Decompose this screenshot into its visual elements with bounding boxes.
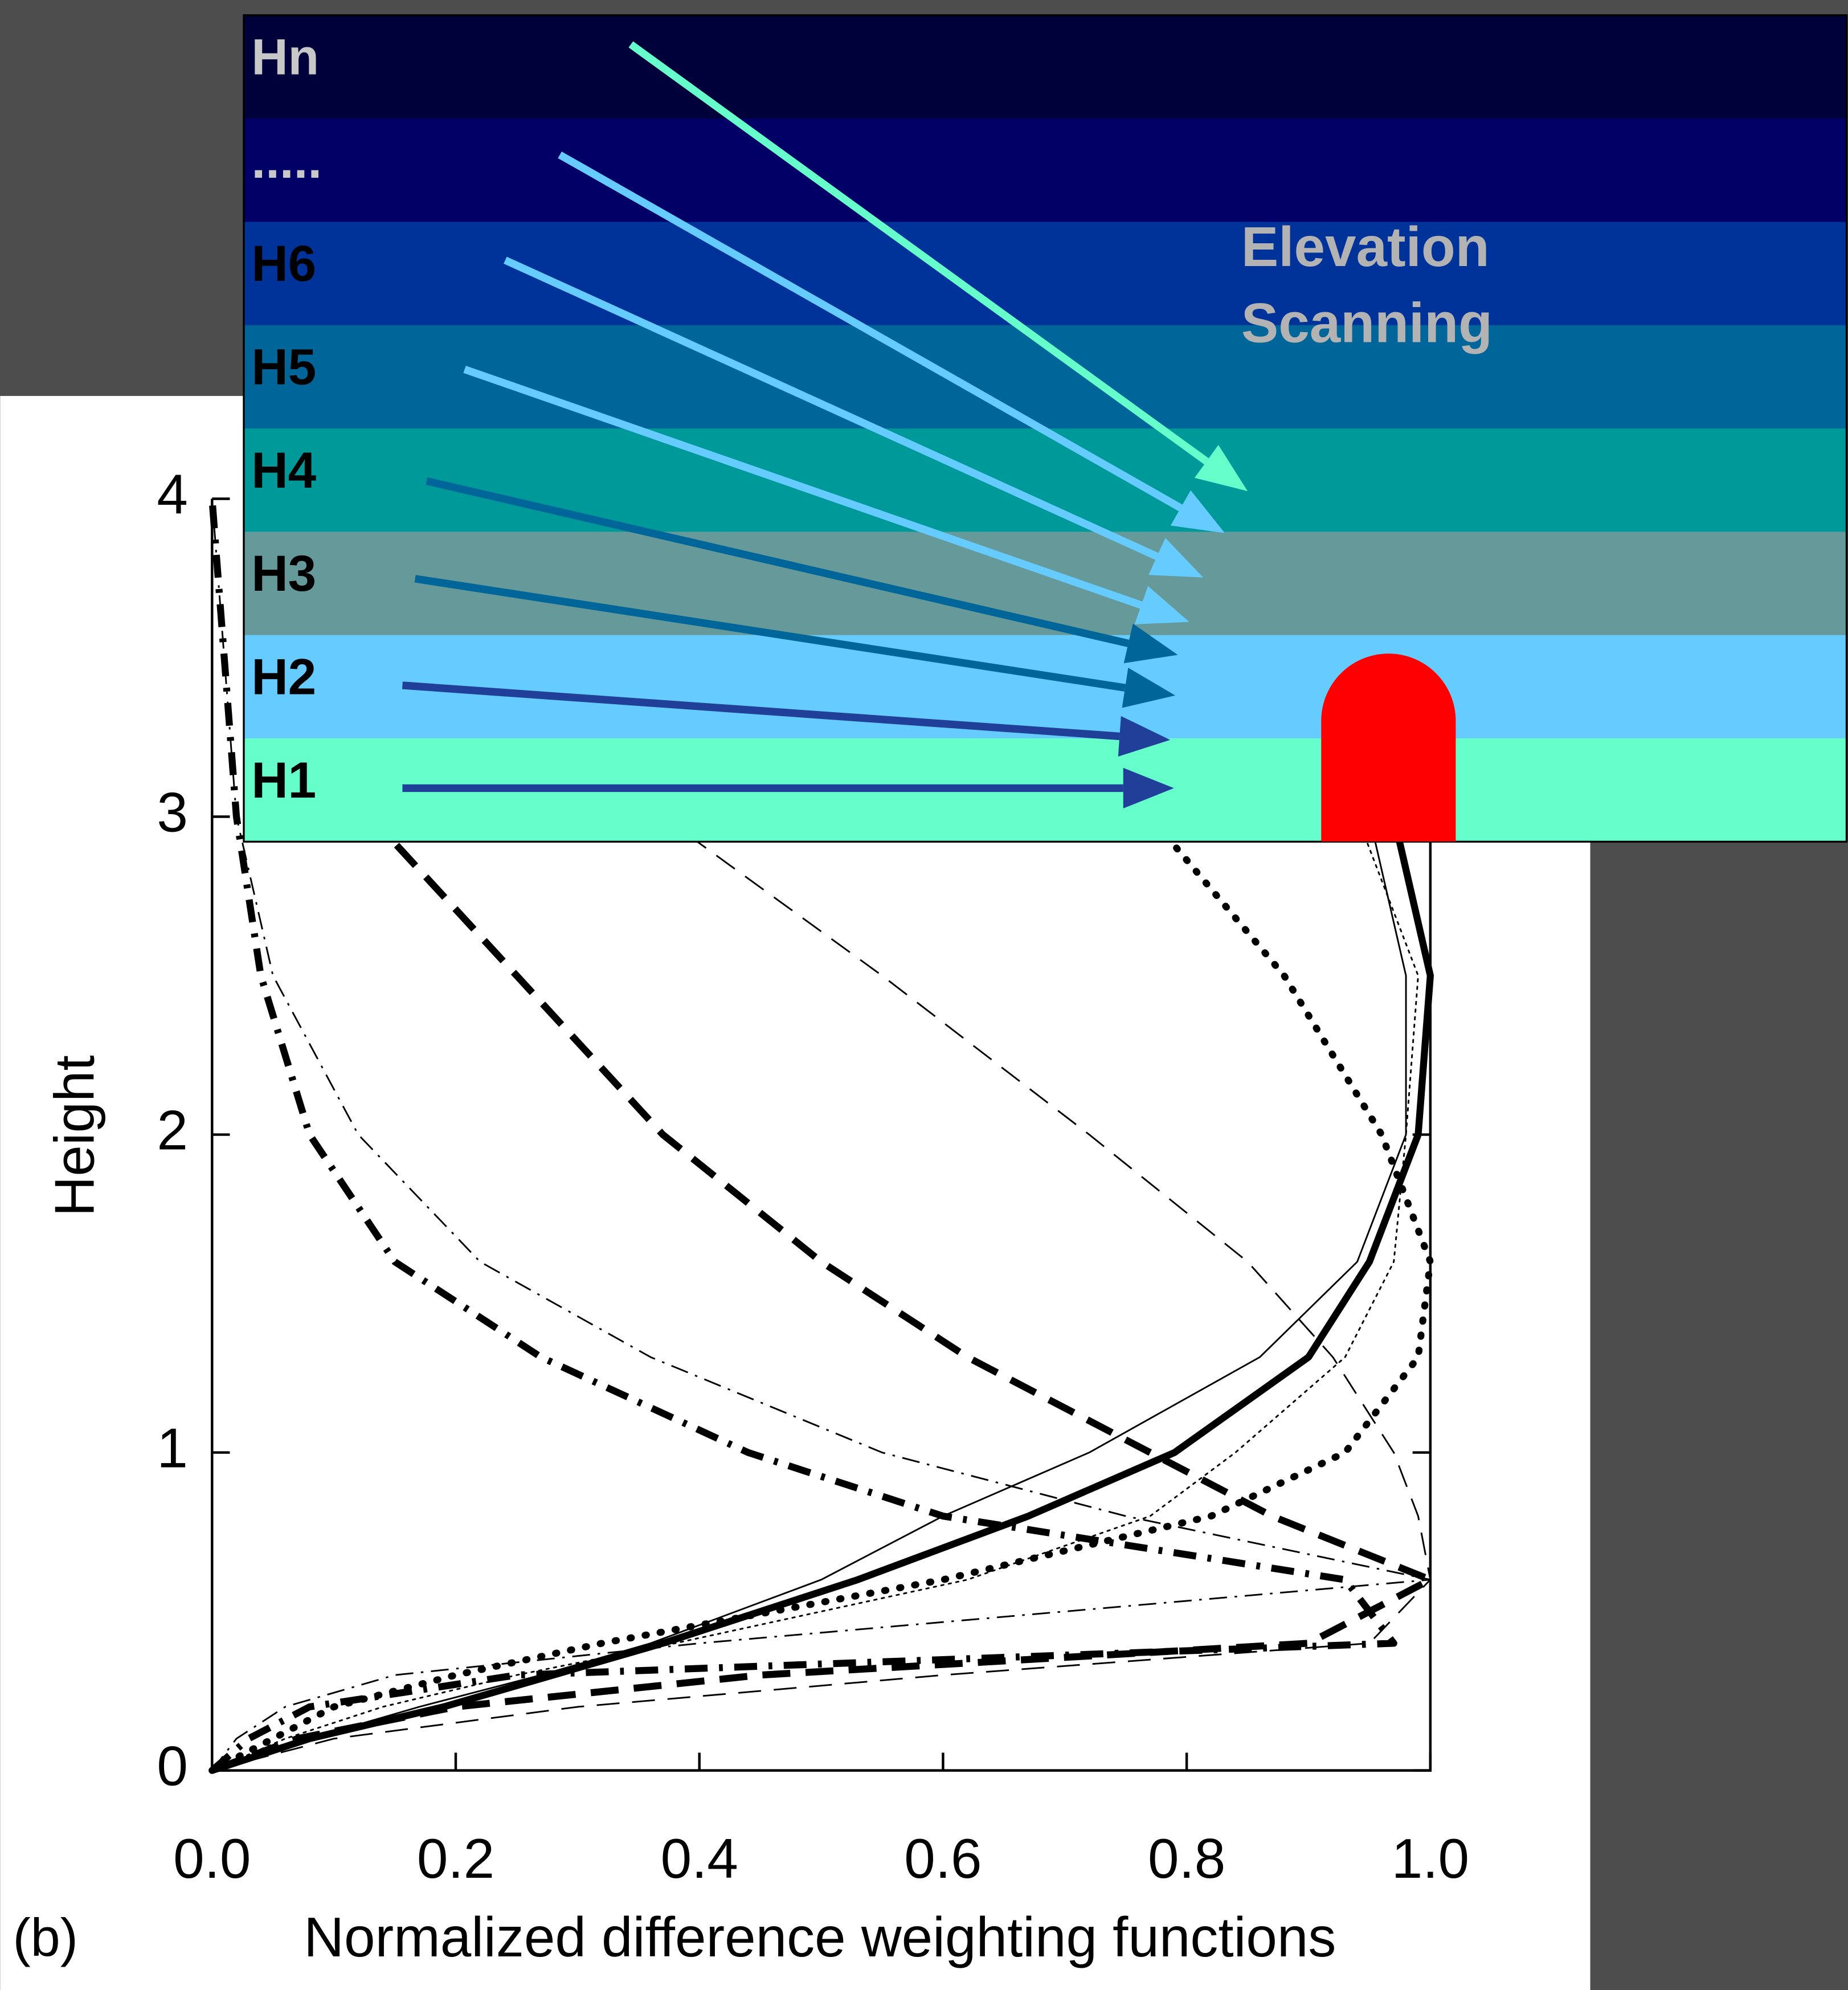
x-tick-label: 0.8 (1148, 1827, 1225, 1890)
layer-label: H1 (251, 751, 316, 808)
x-tick-label: 0.6 (904, 1827, 982, 1890)
y-axis-label: Height (43, 1055, 105, 1216)
scan-arrow (402, 681, 1120, 741)
layer-label: H3 (251, 545, 316, 602)
curve (211, 498, 1419, 1772)
diagram: Hn..... H6 H5 H4 H3 H2 H1 Elevation Scanning (243, 14, 1848, 843)
caption: Scanning (1241, 292, 1493, 354)
x-tick-label: 0.4 (661, 1827, 738, 1890)
curve (211, 498, 1432, 1771)
x-tick-label: 0.0 (173, 1827, 251, 1890)
x-tick-label: 0.2 (417, 1827, 494, 1890)
layer-label: H2 (251, 648, 316, 705)
scan-arrow (558, 151, 1183, 512)
scan-arrow (628, 41, 1209, 465)
x-axis-label: Normalized difference weighting function… (304, 1906, 1336, 1968)
layer-band (243, 428, 1847, 533)
y-tick-label: 4 (157, 463, 188, 525)
caption: Elevation (1241, 215, 1490, 278)
curve (208, 498, 1397, 1774)
y-tick-label: 1 (157, 1416, 188, 1479)
layer-band (243, 532, 1847, 636)
curve (211, 498, 1407, 1771)
layer-label: H5 (251, 338, 316, 395)
layer-band (243, 635, 1847, 739)
layer-label: ..... (251, 132, 322, 189)
plot: (b) Normalized difference weighting func… (13, 463, 1469, 1968)
curve (211, 498, 1434, 1774)
layer-label: H4 (251, 442, 316, 498)
arrow-head (1123, 767, 1174, 809)
layer-band (243, 222, 1847, 326)
radar (1321, 653, 1456, 841)
layer-label: H6 (251, 235, 316, 292)
scan-arrow (504, 256, 1159, 560)
arrow-head (1122, 668, 1176, 708)
arrow-head (1134, 586, 1189, 624)
curve (211, 498, 1432, 1772)
layer-band (243, 118, 1847, 223)
diagram-border (243, 14, 1848, 843)
scan-arrow (463, 365, 1143, 609)
arrow-head (1170, 490, 1225, 533)
arrow-head (1194, 444, 1248, 492)
arrow-head (1148, 538, 1204, 578)
arrow-head (1123, 623, 1178, 664)
curve (211, 498, 1434, 1774)
y-tick-label: 3 (157, 781, 188, 843)
panel-label: (b) (13, 1907, 78, 1967)
scan-arrow (426, 477, 1130, 647)
y-tick-label: 2 (157, 1098, 188, 1161)
layer-label: Hn (251, 28, 319, 85)
scan-arrow (414, 575, 1126, 692)
y-tick-label: 0 (157, 1735, 188, 1797)
layer-band (243, 15, 1847, 120)
x-tick-label: 1.0 (1392, 1827, 1469, 1890)
arrow-head (1118, 716, 1171, 757)
